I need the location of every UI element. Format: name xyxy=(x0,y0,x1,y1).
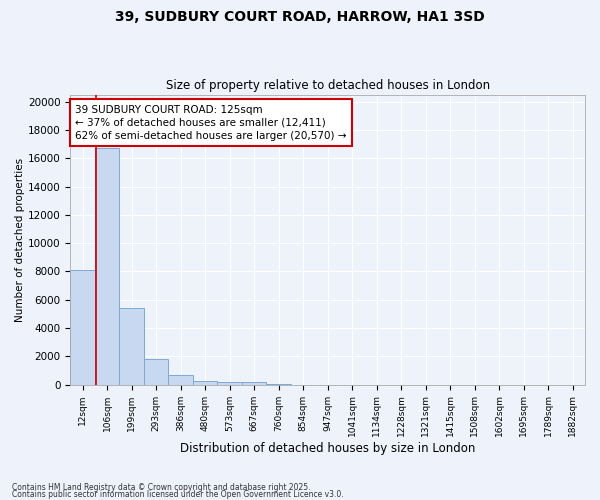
Bar xyxy=(95,148,119,384)
Bar xyxy=(217,382,242,384)
Bar xyxy=(242,382,266,384)
Text: Contains public sector information licensed under the Open Government Licence v3: Contains public sector information licen… xyxy=(12,490,344,499)
Bar xyxy=(168,375,193,384)
Text: 39, SUDBURY COURT ROAD, HARROW, HA1 3SD: 39, SUDBURY COURT ROAD, HARROW, HA1 3SD xyxy=(115,10,485,24)
Y-axis label: Number of detached properties: Number of detached properties xyxy=(15,158,25,322)
Bar xyxy=(144,359,168,384)
X-axis label: Distribution of detached houses by size in London: Distribution of detached houses by size … xyxy=(180,442,475,455)
Text: Contains HM Land Registry data © Crown copyright and database right 2025.: Contains HM Land Registry data © Crown c… xyxy=(12,484,311,492)
Bar xyxy=(70,270,95,384)
Title: Size of property relative to detached houses in London: Size of property relative to detached ho… xyxy=(166,79,490,92)
Bar xyxy=(193,380,217,384)
Text: 39 SUDBURY COURT ROAD: 125sqm
← 37% of detached houses are smaller (12,411)
62% : 39 SUDBURY COURT ROAD: 125sqm ← 37% of d… xyxy=(76,104,347,141)
Bar xyxy=(119,308,144,384)
